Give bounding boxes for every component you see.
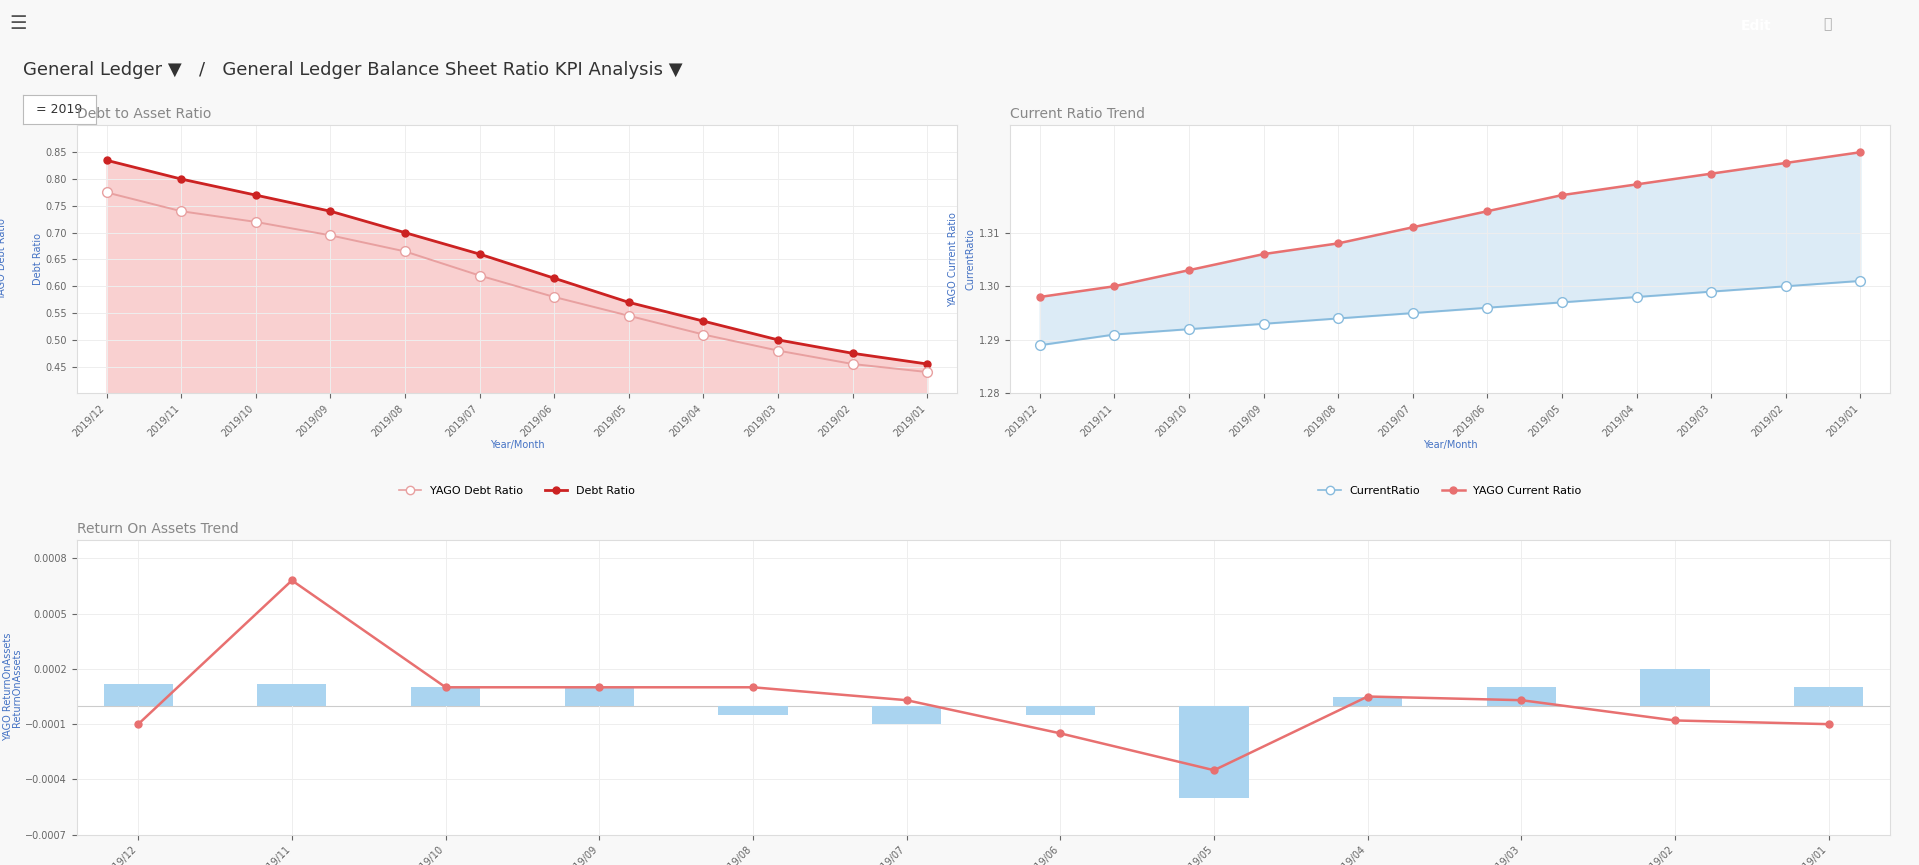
Y-axis label: ReturnOnAssets: ReturnOnAssets	[12, 648, 23, 727]
Bar	[1794, 688, 1863, 706]
Y-axis label: CurrentRatio: CurrentRatio	[965, 228, 977, 291]
Bar	[564, 688, 633, 706]
Bar	[1180, 706, 1249, 798]
Text: YAGO Debt Ratio: YAGO Debt Ratio	[0, 219, 8, 300]
Bar	[257, 683, 326, 706]
X-axis label: Year/Month: Year/Month	[489, 440, 545, 450]
Text: ☰: ☰	[10, 15, 27, 33]
Text: Debt to Asset Ratio: Debt to Asset Ratio	[77, 107, 211, 121]
Bar	[1027, 706, 1096, 715]
Bar	[871, 706, 940, 724]
Bar	[718, 706, 787, 715]
Text: Return On Assets Trend: Return On Assets Trend	[77, 522, 238, 536]
Text: YAGO ReturnOnAssets: YAGO ReturnOnAssets	[2, 633, 13, 741]
Bar	[411, 688, 480, 706]
Text: Current Ratio Trend: Current Ratio Trend	[1009, 107, 1146, 121]
Bar	[1641, 669, 1710, 706]
Text: = 2019: = 2019	[36, 103, 83, 116]
Legend: YAGO Debt Ratio, Debt Ratio: YAGO Debt Ratio, Debt Ratio	[393, 482, 639, 501]
Text: 🔧: 🔧	[1823, 16, 1831, 31]
Text: General Ledger ▼   /   General Ledger Balance Sheet Ratio KPI Analysis ▼: General Ledger ▼ / General Ledger Balanc…	[23, 61, 683, 79]
Bar	[1334, 696, 1403, 706]
X-axis label: Year/Month: Year/Month	[1422, 440, 1478, 450]
Text: YAGO Current Ratio: YAGO Current Ratio	[948, 212, 958, 307]
Bar	[104, 683, 173, 706]
Legend: CurrentRatio, YAGO Current Ratio: CurrentRatio, YAGO Current Ratio	[1315, 482, 1587, 501]
Bar	[1487, 688, 1556, 706]
Y-axis label: Debt Ratio: Debt Ratio	[33, 234, 42, 285]
Text: Edit: Edit	[1741, 19, 1771, 33]
